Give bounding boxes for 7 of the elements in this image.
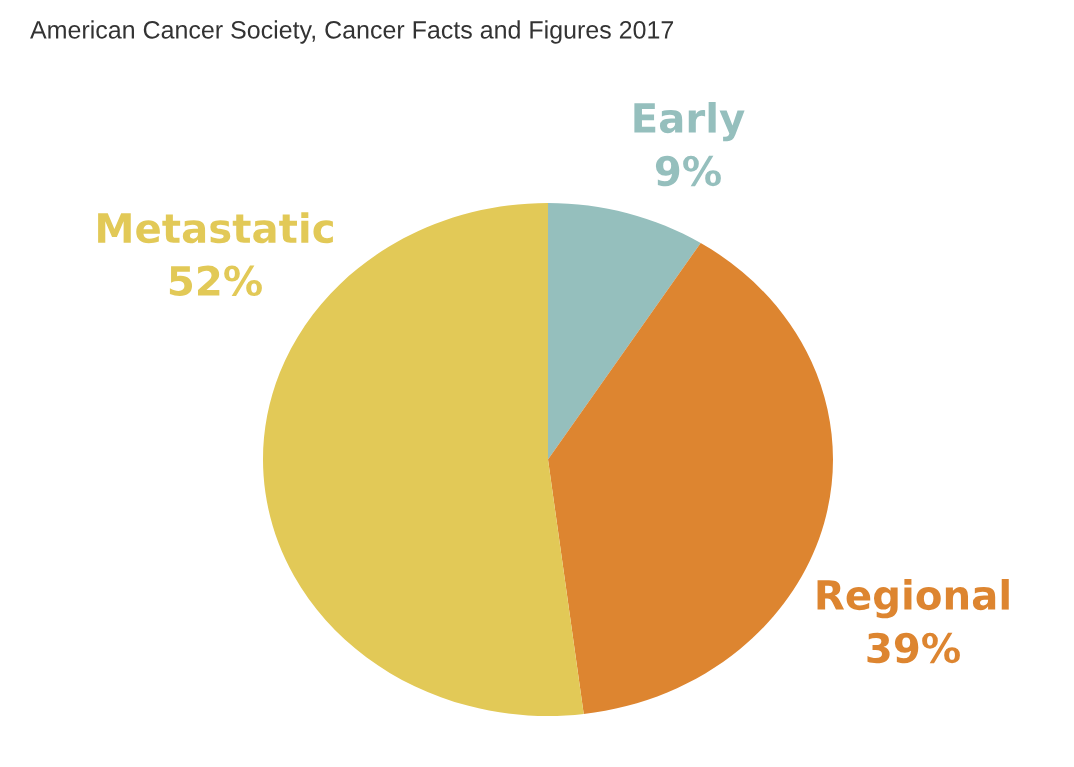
slice-label: Metastatic [98,212,333,244]
chart-title: American Cancer Society, Cancer Facts and Figures 2017 [30,20,674,44]
data-label: 52% [169,265,262,297]
slice-label: Regional [817,578,1009,619]
data-label: 9% [655,155,721,187]
data-label: 39% [867,632,960,664]
slice-label: Early [634,101,745,142]
